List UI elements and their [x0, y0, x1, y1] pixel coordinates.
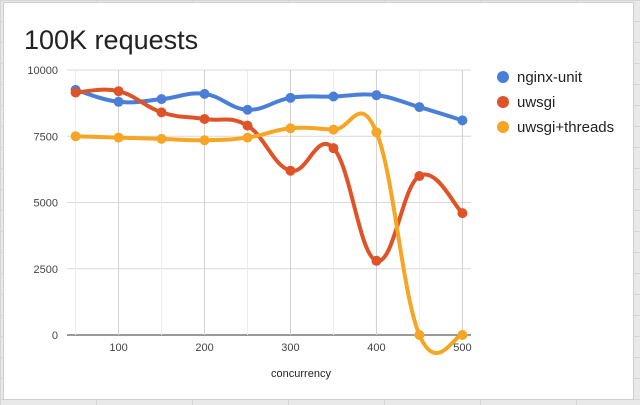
series-line-uwsgi[interactable]: [73, 87, 465, 263]
data-point-nginx-unit[interactable]: [156, 94, 167, 105]
axes: 0 2500 5000 7500 10000 100 200 300 400 500 concurr…: [27, 65, 471, 380]
x-tick-label: 400: [367, 342, 385, 354]
data-point-uwsgi[interactable]: [328, 143, 339, 154]
x-axis-title: concurrency: [271, 368, 331, 380]
data-point-uwsgi[interactable]: [156, 107, 167, 118]
data-point-uwsgi[interactable]: [371, 255, 382, 266]
series-line-nginx-unit[interactable]: [73, 87, 465, 123]
x-tick-label: 500: [453, 342, 471, 354]
y-tick-label: 5000: [34, 198, 58, 210]
data-point-uwsgi-threads[interactable]: [113, 132, 124, 143]
data-points: [70, 84, 468, 340]
x-tick-label: 300: [281, 342, 299, 354]
y-tick-label: 7500: [34, 131, 58, 143]
data-point-nginx-unit[interactable]: [242, 104, 253, 115]
x-tick-label: 200: [195, 342, 213, 354]
line-chart: 0 2500 5000 7500 10000 100 200 300 400 500 concurr…: [27, 65, 614, 380]
legend-swatch-uwsgi-threads: [497, 121, 509, 133]
data-point-uwsgi-threads[interactable]: [199, 135, 210, 146]
data-point-uwsgi-threads[interactable]: [414, 330, 425, 340]
y-tick-label: 10000: [27, 65, 58, 77]
data-point-uwsgi-threads[interactable]: [328, 124, 339, 135]
legend-label-uwsgi[interactable]: uwsgi: [517, 94, 555, 111]
chart-card[interactable]: 100K requests 0 2500 5000 7500 10000 100 200 30…: [4, 3, 633, 399]
legend-swatch-uwsgi: [497, 96, 509, 108]
y-tick-label: 0: [52, 330, 58, 342]
data-point-uwsgi-threads[interactable]: [457, 330, 468, 340]
data-point-nginx-unit[interactable]: [113, 96, 124, 107]
legend-label-uwsgi-threads[interactable]: uwsgi+threads: [517, 119, 614, 136]
data-point-uwsgi-threads[interactable]: [70, 131, 81, 142]
data-point-uwsgi[interactable]: [70, 87, 81, 98]
data-point-uwsgi-threads[interactable]: [285, 123, 296, 134]
data-point-uwsgi[interactable]: [457, 208, 468, 219]
y-tick-label: 2500: [34, 264, 58, 276]
data-point-nginx-unit[interactable]: [285, 92, 296, 103]
series-lines: [73, 87, 465, 355]
legend-swatch-nginx-unit: [497, 71, 509, 83]
gridlines: [67, 69, 471, 336]
data-point-uwsgi[interactable]: [113, 86, 124, 97]
data-point-nginx-unit[interactable]: [199, 88, 210, 99]
data-point-uwsgi[interactable]: [285, 165, 296, 176]
data-point-uwsgi-threads[interactable]: [242, 132, 253, 143]
data-point-uwsgi-threads[interactable]: [156, 133, 167, 144]
data-point-nginx-unit[interactable]: [328, 91, 339, 102]
legend: nginx-unit uwsgi uwsgi+threads: [497, 69, 614, 136]
data-point-uwsgi[interactable]: [414, 171, 425, 181]
data-point-nginx-unit[interactable]: [414, 102, 425, 113]
data-point-uwsgi-threads[interactable]: [371, 127, 382, 138]
x-tick-label: 100: [109, 342, 127, 354]
data-point-uwsgi[interactable]: [242, 120, 253, 131]
data-point-nginx-unit[interactable]: [457, 115, 468, 126]
data-point-nginx-unit[interactable]: [371, 90, 382, 101]
legend-label-nginx-unit[interactable]: nginx-unit: [517, 69, 583, 86]
chart-title: 100K requests: [24, 25, 199, 55]
data-point-uwsgi[interactable]: [199, 114, 210, 125]
